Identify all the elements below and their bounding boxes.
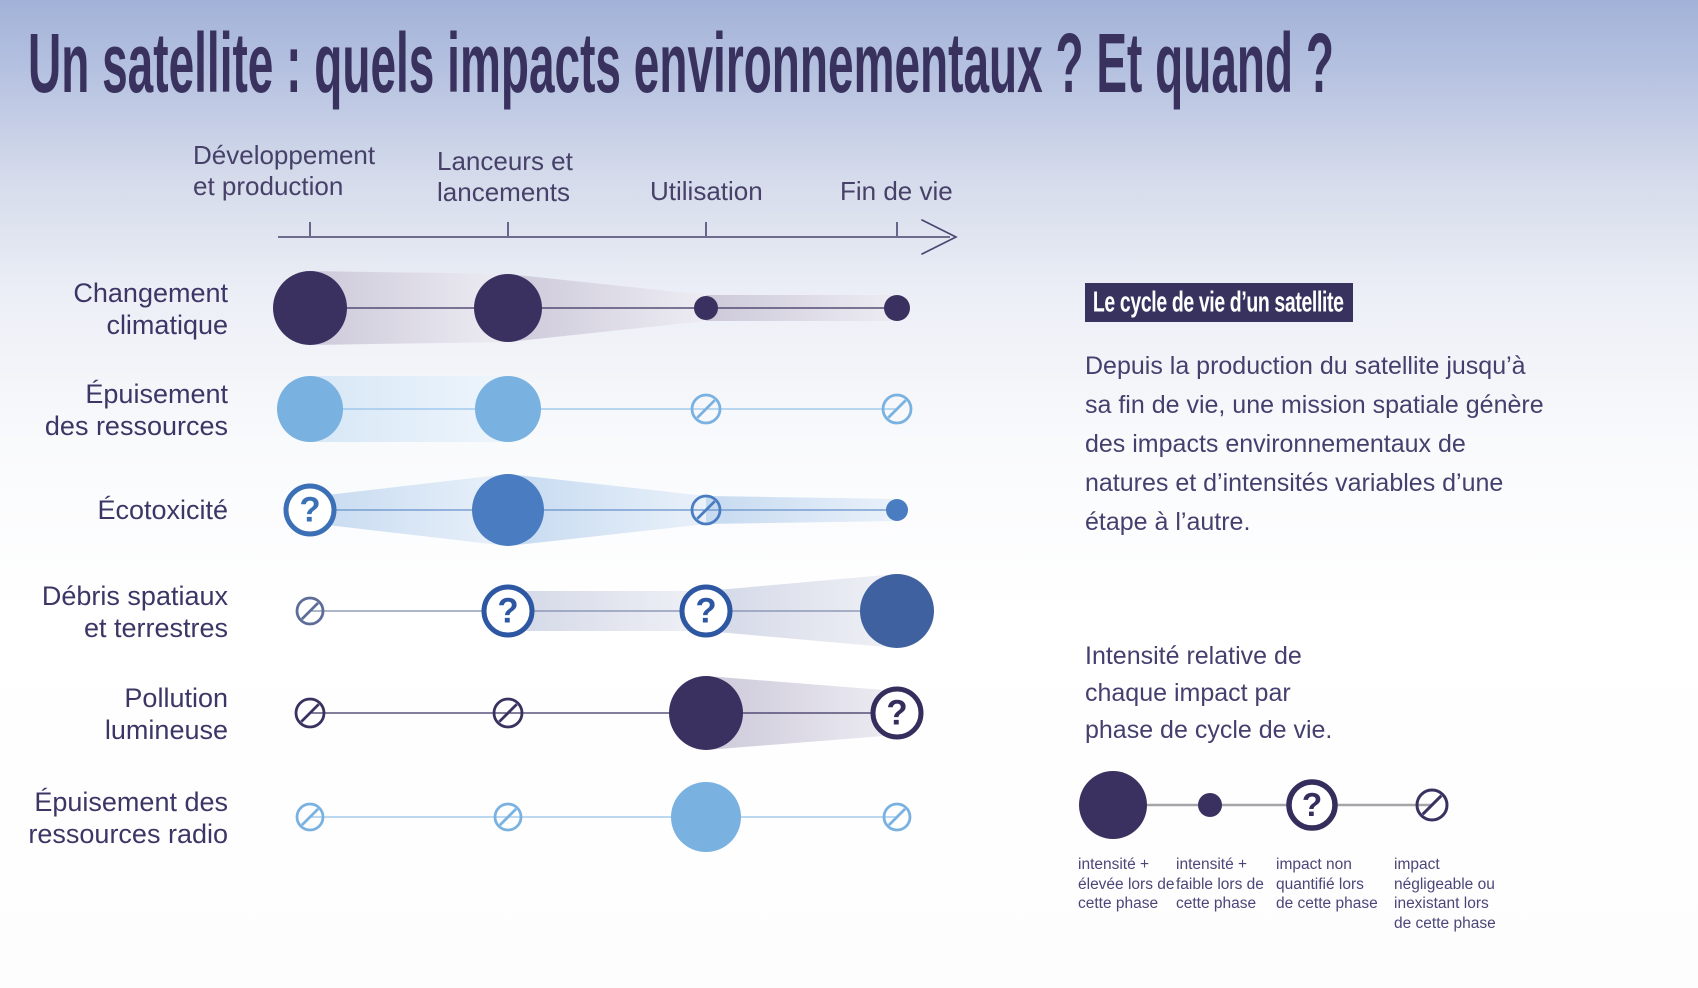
phase-header-utilisation: Utilisation [650,176,763,206]
question-mark-glyph: ? [497,592,518,631]
intensity-low-icon [1198,793,1222,817]
no-impact-slash [498,807,518,827]
no-impact-slash [1421,794,1443,816]
row-label-ecotoxicite: Écotoxicité [97,495,228,525]
intensity-low-icon [694,296,718,320]
axis-arrow-icon [921,219,958,255]
intensity-high-icon [669,676,743,750]
no-impact-slash [498,703,518,723]
intensity-low-icon [884,295,910,321]
legend-label-unknown: impact non quantifié lors de cette phase [1276,856,1378,912]
no-impact-icon [881,393,913,425]
no-impact-icon [1415,788,1449,822]
no-impact-icon [492,697,524,729]
phase-header-fin-de-vie: Fin de vie [840,176,953,206]
intensity-low-icon [886,499,908,521]
no-impact-slash [300,601,320,621]
no-impact-icon [690,393,722,425]
intensity-high-icon [474,274,542,342]
unknown-impact-icon [870,686,924,740]
legend-label-none: impact négligeable ou inexistant lors de… [1394,856,1496,932]
question-mark-glyph: ? [299,491,320,530]
unknown-impact-icon [1286,779,1338,831]
intensity-high-icon [1079,771,1147,839]
intensity-high-icon [472,474,544,546]
no-impact-slash [300,807,320,827]
intensity-high-icon [671,782,741,852]
phase-header-lanceurs: Lanceurs et lancements [437,146,573,207]
row-label-changement-climatique: Changement climatique [73,278,228,340]
no-impact-slash [887,399,907,419]
unknown-impact-icon [283,483,337,537]
no-impact-slash [300,703,320,723]
phase-header-developpement: Développement et production [193,140,376,201]
intro-paragraph: Depuis la production du satellite jusqu’… [1085,352,1544,536]
unknown-impact-icon [679,584,733,638]
row-label-pollution-lumineuse: Pollution lumineuse [104,683,228,745]
no-impact-icon [294,697,326,729]
legend-label-high: intensité + élevée lors de cette phase [1078,856,1175,912]
unknown-impact-icon [481,584,535,638]
intensity-high-icon [475,376,541,442]
no-impact-icon [493,802,523,832]
no-impact-slash [887,807,907,827]
no-impact-icon [690,494,722,526]
no-impact-slash [696,500,716,520]
section-badge: Le cycle de vie d’un satellite [1085,283,1353,322]
section-badge-label: Le cycle de vie d’un satellite [1092,286,1344,318]
row-label-debris: Débris spatiaux et terrestres [41,581,228,643]
intensity-high-icon [277,376,343,442]
no-impact-icon [295,596,325,626]
intensity-high-icon [273,271,347,345]
no-impact-icon [295,802,325,832]
no-impact-icon [882,802,912,832]
question-mark-glyph: ? [1302,787,1322,824]
row-label-epuisement-ressources: Épuisement des ressources [44,379,228,441]
intensity-high-icon [860,574,934,648]
no-impact-slash [696,399,716,419]
question-mark-glyph: ? [695,592,716,631]
row-label-ressources-radio: Épuisement des ressources radio [28,787,228,849]
legend-title: Intensité relative de chaque impact par … [1085,642,1333,744]
legend-label-low: intensité + faible lors de cette phase [1176,856,1264,912]
question-mark-glyph: ? [886,694,907,733]
page-title: Un satellite : quels impacts environneme… [28,16,1334,110]
